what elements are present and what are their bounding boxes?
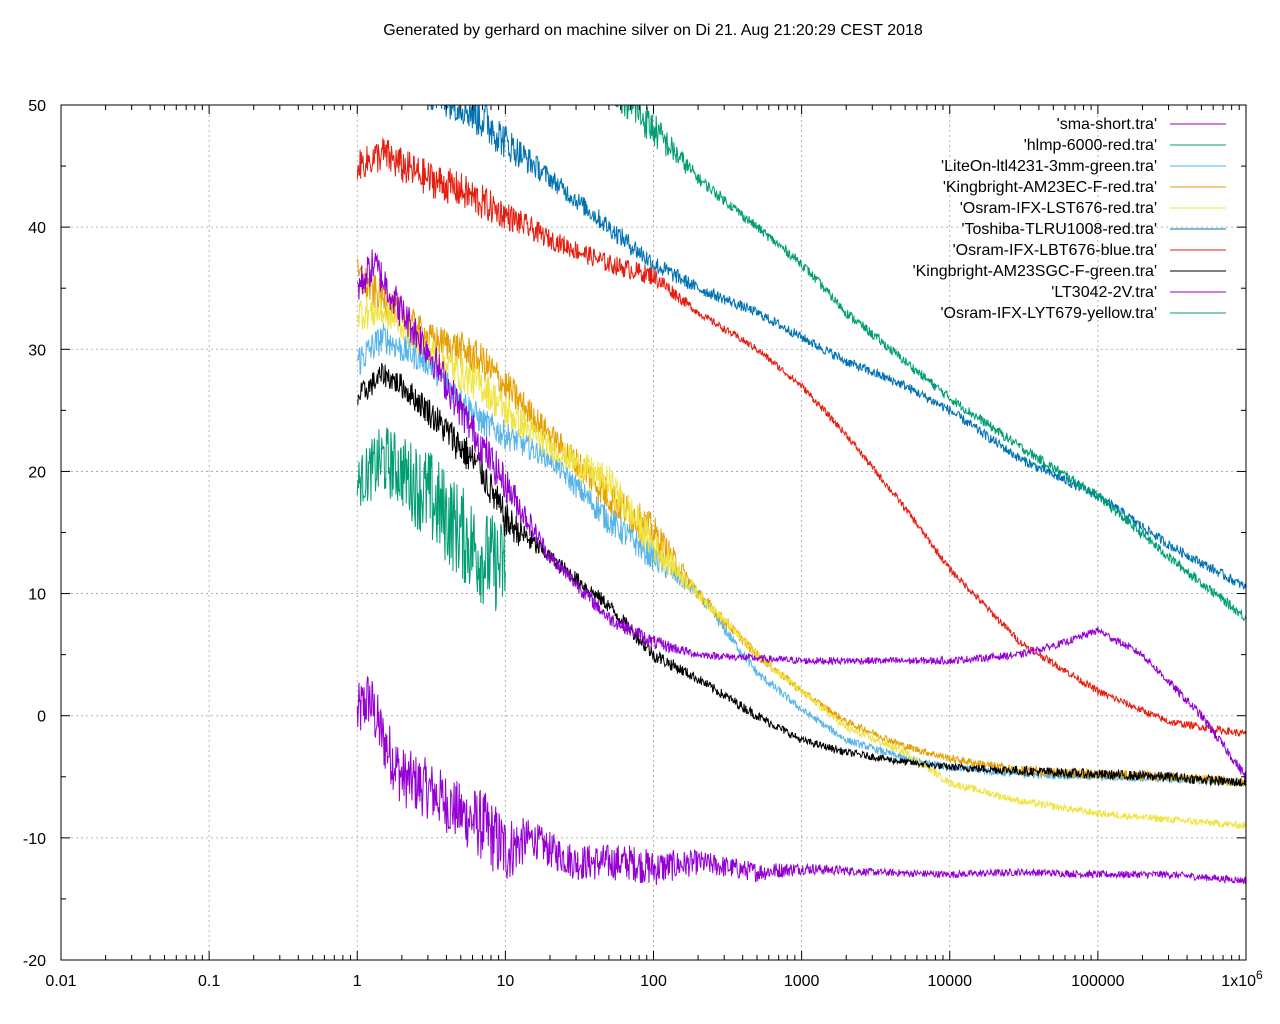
- y-axis: 50 40 30 20 10 0 -10 -20: [23, 98, 46, 970]
- x-tick-label: 0.1: [198, 973, 220, 990]
- series-line-7: [356, 362, 1246, 787]
- legend-label: 'Osram-IFX-LYT679-yellow.tra': [940, 305, 1157, 322]
- y-tick-label: 30: [28, 342, 46, 359]
- y-tick-label: -20: [23, 953, 46, 970]
- y-tick-label: 40: [28, 220, 46, 237]
- series-line-4: [356, 296, 1246, 830]
- legend-label: 'Toshiba-TLRU1008-red.tra': [961, 221, 1157, 238]
- series-line-1: [356, 427, 506, 612]
- y-tick-label: 20: [28, 464, 46, 481]
- legend-label: 'LT3042-2V.tra': [1051, 284, 1157, 301]
- legend-label: 'Kingbright-AM23SGC-F-green.tra': [913, 263, 1157, 280]
- legend-label: 'Osram-IFX-LBT676-blue.tra': [953, 242, 1157, 259]
- legend: 'sma-short.tra' 'hlmp-6000-red.tra' 'LiteO…: [913, 116, 1226, 322]
- x-tick-exponent: 6: [1256, 968, 1263, 982]
- x-tick-label: 0.01: [45, 973, 76, 990]
- x-tick-label: 10: [496, 973, 514, 990]
- y-tick-label: -10: [23, 831, 46, 848]
- series-layer: [356, 105, 1246, 886]
- x-tick-label: 10000: [928, 973, 973, 990]
- x-tick-label: 100: [640, 973, 667, 990]
- y-tick-label: 10: [28, 587, 46, 604]
- x-tick-label: 1000: [784, 973, 820, 990]
- x-tick-label: 1: [353, 973, 362, 990]
- legend-label: 'Kingbright-AM23EC-F-red.tra': [943, 179, 1157, 196]
- legend-label: 'Osram-IFX-LST676-red.tra': [960, 200, 1157, 217]
- series-line-0: [356, 675, 1246, 886]
- x-axis: 0.01 0.1 1 10 100 1000 10000 100000 1x106: [45, 968, 1263, 990]
- y-tick-label: 50: [28, 98, 46, 115]
- series-line-8: [356, 249, 1246, 780]
- series-line-3: [356, 258, 1246, 788]
- chart-title: Generated by gerhard on machine silver o…: [383, 22, 923, 39]
- x-tick-label: 100000: [1071, 973, 1124, 990]
- series-line-9: [615, 105, 1246, 622]
- axis-ticks: [60, 104, 1247, 961]
- series-line-6: [356, 137, 1246, 738]
- legend-label: 'LiteOn-ltl4231-3mm-green.tra': [941, 158, 1157, 175]
- x-tick-label: 1x106: [1221, 968, 1263, 990]
- legend-label: 'hlmp-6000-red.tra': [1024, 137, 1157, 154]
- series-line-5: [428, 105, 1246, 590]
- legend-label: 'sma-short.tra': [1057, 116, 1157, 133]
- y-tick-label: 0: [37, 709, 46, 726]
